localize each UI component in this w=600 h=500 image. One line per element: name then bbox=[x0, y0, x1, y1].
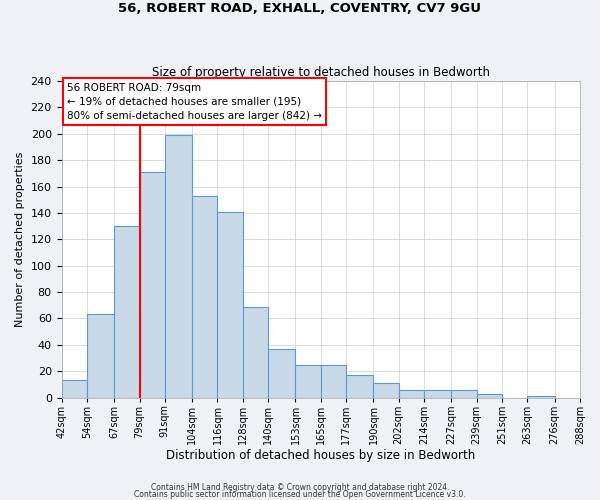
Text: 56 ROBERT ROAD: 79sqm
← 19% of detached houses are smaller (195)
80% of semi-det: 56 ROBERT ROAD: 79sqm ← 19% of detached … bbox=[67, 82, 322, 120]
Bar bbox=[87, 314, 114, 398]
Bar bbox=[321, 364, 346, 398]
Bar bbox=[424, 390, 451, 398]
Bar bbox=[295, 364, 321, 398]
Bar bbox=[62, 380, 87, 398]
Bar bbox=[165, 135, 192, 398]
Bar bbox=[373, 383, 399, 398]
Bar bbox=[477, 394, 502, 398]
Bar bbox=[140, 172, 165, 398]
Bar bbox=[346, 375, 373, 398]
Title: Size of property relative to detached houses in Bedworth: Size of property relative to detached ho… bbox=[152, 66, 490, 78]
Bar bbox=[243, 306, 268, 398]
Bar bbox=[451, 390, 477, 398]
Y-axis label: Number of detached properties: Number of detached properties bbox=[15, 152, 25, 327]
Text: Contains HM Land Registry data © Crown copyright and database right 2024.: Contains HM Land Registry data © Crown c… bbox=[151, 484, 449, 492]
Bar bbox=[217, 212, 243, 398]
Bar bbox=[268, 348, 295, 398]
Bar bbox=[399, 390, 424, 398]
Text: 56, ROBERT ROAD, EXHALL, COVENTRY, CV7 9GU: 56, ROBERT ROAD, EXHALL, COVENTRY, CV7 9… bbox=[119, 2, 482, 16]
Bar bbox=[527, 396, 555, 398]
Bar bbox=[114, 226, 140, 398]
X-axis label: Distribution of detached houses by size in Bedworth: Distribution of detached houses by size … bbox=[166, 450, 475, 462]
Text: Contains public sector information licensed under the Open Government Licence v3: Contains public sector information licen… bbox=[134, 490, 466, 499]
Bar bbox=[192, 196, 217, 398]
